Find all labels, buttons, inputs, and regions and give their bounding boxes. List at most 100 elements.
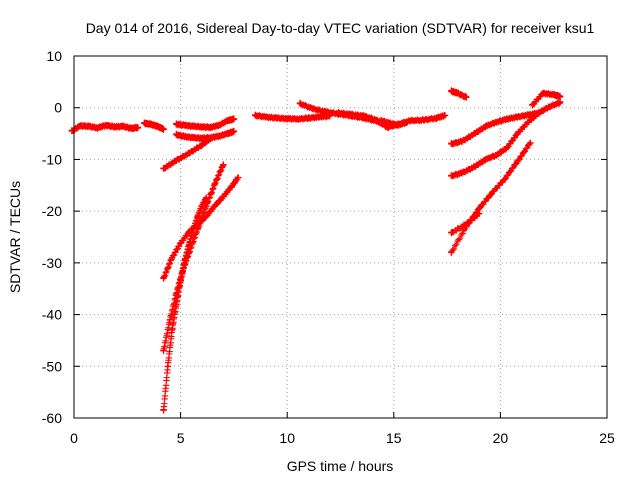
data-point bbox=[230, 128, 238, 135]
data-point bbox=[198, 135, 206, 142]
data-point bbox=[168, 254, 176, 261]
data-point bbox=[147, 121, 154, 128]
data-point bbox=[448, 140, 455, 148]
data-point bbox=[377, 117, 385, 124]
data-point bbox=[173, 131, 180, 138]
data-point bbox=[262, 113, 270, 121]
data-point bbox=[164, 363, 172, 370]
x-axis-label: GPS time / hours bbox=[287, 458, 394, 474]
data-point bbox=[207, 124, 214, 131]
data-point bbox=[160, 407, 167, 414]
data-point bbox=[230, 115, 238, 123]
data-point bbox=[198, 141, 206, 149]
x-tick-label: 15 bbox=[386, 430, 402, 446]
data-point bbox=[309, 105, 316, 112]
data-point bbox=[503, 144, 510, 152]
data-point bbox=[234, 174, 242, 181]
data-point bbox=[179, 267, 186, 274]
data-point bbox=[360, 112, 368, 120]
data-point bbox=[284, 115, 291, 122]
data-point bbox=[166, 316, 174, 323]
y-tick-label: -30 bbox=[42, 255, 62, 271]
y-tick-label: 10 bbox=[46, 48, 62, 64]
data-point bbox=[482, 156, 489, 163]
x-tick-label: 0 bbox=[70, 430, 78, 446]
data-point bbox=[394, 122, 402, 129]
data-point bbox=[347, 111, 355, 118]
data-point bbox=[305, 114, 312, 122]
data-point bbox=[211, 202, 218, 210]
series-arc-5 bbox=[160, 135, 214, 172]
data-point bbox=[173, 121, 180, 128]
series-arc-12 bbox=[448, 98, 564, 180]
data-point bbox=[160, 125, 167, 133]
data-point bbox=[181, 122, 189, 129]
data-point bbox=[85, 123, 93, 130]
data-point bbox=[556, 99, 564, 106]
data-point bbox=[556, 93, 564, 100]
data-point bbox=[294, 115, 302, 123]
data-point bbox=[448, 229, 455, 237]
y-tick-label: 0 bbox=[54, 100, 62, 116]
data-point bbox=[524, 118, 532, 126]
data-point bbox=[514, 130, 521, 137]
data-point bbox=[128, 125, 135, 132]
data-point bbox=[454, 90, 461, 97]
data-point bbox=[441, 112, 449, 119]
data-point bbox=[448, 172, 455, 180]
data-point bbox=[102, 122, 110, 129]
data-point bbox=[488, 189, 496, 197]
data-point bbox=[77, 122, 84, 130]
gridlines bbox=[74, 56, 607, 418]
data-point bbox=[153, 123, 161, 130]
data-point bbox=[420, 116, 427, 124]
y-tick-label: -40 bbox=[42, 307, 62, 323]
data-point bbox=[296, 100, 304, 107]
data-point bbox=[403, 118, 410, 126]
data-point bbox=[335, 109, 342, 117]
data-point bbox=[524, 111, 532, 119]
data-point bbox=[514, 158, 521, 165]
data-point bbox=[228, 183, 235, 190]
data-point bbox=[215, 122, 223, 129]
data-point bbox=[185, 150, 193, 157]
data-point bbox=[185, 228, 193, 236]
y-tick-label: -20 bbox=[42, 203, 62, 219]
data-point bbox=[215, 132, 223, 140]
series-arc-15 bbox=[448, 210, 483, 237]
data-point bbox=[160, 165, 167, 172]
data-point bbox=[198, 123, 206, 131]
data-point bbox=[173, 290, 180, 298]
data-point bbox=[407, 117, 415, 124]
data-point bbox=[463, 220, 470, 228]
data-point bbox=[177, 240, 184, 247]
data-point bbox=[190, 123, 197, 130]
data-point bbox=[514, 113, 521, 121]
data-point bbox=[160, 347, 167, 354]
data-point bbox=[501, 175, 508, 183]
series-arc-11 bbox=[448, 109, 542, 148]
data-series bbox=[68, 87, 564, 414]
data-point bbox=[220, 193, 227, 200]
data-point bbox=[273, 114, 280, 122]
axis-ticks: 0 5 10 15 20 25 10 0 -10 -20 -30 -40 -50 -60 bbox=[42, 48, 615, 446]
data-point bbox=[202, 213, 210, 220]
data-point bbox=[386, 120, 393, 127]
series-arc-6 bbox=[252, 111, 334, 123]
data-point bbox=[315, 113, 323, 121]
data-point bbox=[550, 91, 557, 98]
data-point bbox=[433, 114, 440, 122]
data-point bbox=[207, 135, 214, 142]
data-point bbox=[475, 210, 483, 217]
x-tick-label: 20 bbox=[493, 430, 509, 446]
data-point bbox=[492, 118, 500, 126]
data-point bbox=[471, 163, 479, 170]
data-point bbox=[160, 275, 167, 282]
data-point bbox=[202, 202, 210, 210]
series-arc-2 bbox=[141, 119, 167, 133]
series-arc-18 bbox=[160, 174, 242, 282]
series-arc-9 bbox=[377, 116, 410, 129]
series-arc-3 bbox=[173, 115, 238, 132]
data-point bbox=[111, 123, 118, 131]
